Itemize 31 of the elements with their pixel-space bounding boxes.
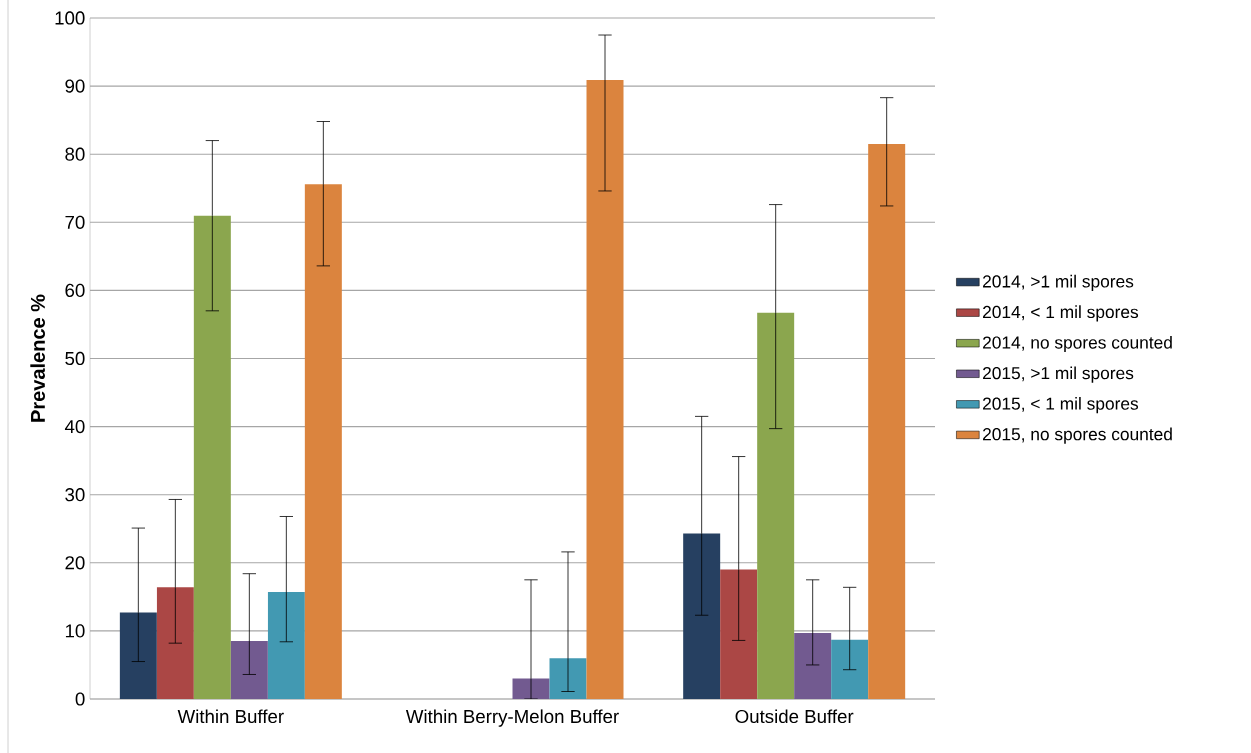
y-tick-label: 90	[65, 79, 85, 93]
x-tick-label: Within Berry-Melon Buffer	[405, 709, 619, 727]
legend-label: 2014, < 1 mil spores	[983, 305, 1139, 322]
y-tick-label: 60	[65, 283, 85, 298]
legend-label: 2014, no spores counted	[983, 335, 1172, 353]
y-tick-label: 80	[65, 147, 85, 161]
y-tick-label: 0	[75, 692, 85, 706]
bar	[267, 592, 305, 699]
legend-label: 2015, no spores counted	[983, 427, 1172, 444]
bar	[586, 79, 624, 699]
legend-label: 2014, >1 mil spores	[983, 274, 1134, 291]
bar	[757, 312, 795, 699]
y-tick-label: 10	[65, 624, 85, 638]
y-tick-label: 40	[64, 419, 85, 434]
y-tick-label: 50	[65, 351, 85, 366]
bar	[868, 143, 906, 699]
y-tick-label: 100	[55, 11, 85, 25]
bar	[794, 632, 832, 699]
x-tick-label: Within Buffer	[177, 709, 284, 724]
y-tick-label: 70	[65, 215, 85, 229]
y-tick-label: 20	[65, 556, 85, 570]
y-axis-title: Prevalence %	[30, 294, 45, 422]
legend-label: 2015, < 1 mil spores	[983, 397, 1139, 414]
legend-label: 2015, >1 mil spores	[983, 366, 1134, 383]
bar	[156, 587, 194, 699]
x-tick-label: Outside Buffer	[735, 709, 854, 724]
bar	[304, 184, 342, 699]
y-tick-label: 30	[65, 488, 85, 502]
bar	[831, 639, 869, 699]
bar	[193, 215, 231, 699]
bar	[683, 533, 721, 699]
